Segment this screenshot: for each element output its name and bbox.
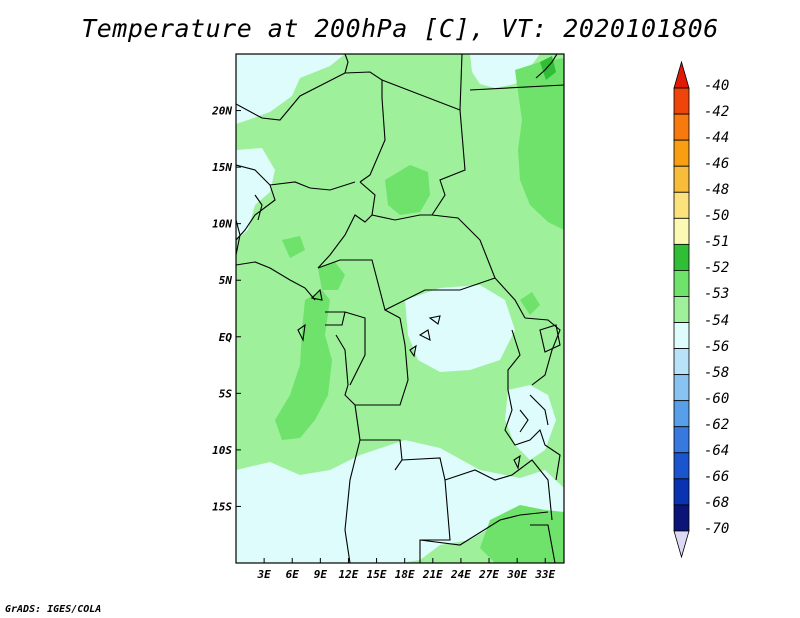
colorbar-label: -42 (704, 104, 730, 121)
field-region-52-coast (275, 290, 332, 440)
colorbar-label: -66 (704, 468, 730, 485)
colorbar-label: -70 (704, 520, 730, 537)
colorbar-label: -40 (704, 78, 730, 95)
field-region-52-cameroon (318, 262, 345, 290)
field-region-52-small-1 (282, 236, 305, 258)
colorbar-swatch (673, 217, 690, 245)
lat-tick-label: 10S (212, 444, 232, 457)
colorbar-label: -56 (704, 338, 730, 355)
lon-tick-label: 27E (478, 568, 499, 581)
field-region-52-small-2 (520, 292, 540, 315)
colorbar-swatch (673, 113, 690, 141)
lon-tick-label: 30E (506, 568, 527, 581)
lat-tick-label: 15N (212, 161, 232, 174)
colorbar-label: -58 (704, 364, 730, 381)
lon-tick-label: 21E (422, 568, 443, 581)
colorbar-swatch (673, 400, 690, 428)
lon-tick-label: 3E (256, 568, 271, 581)
colorbar-arrow-bottom (673, 530, 690, 559)
colorbar-label: -64 (704, 442, 730, 459)
colorbar-swatch (673, 374, 690, 402)
colorbar-label: -52 (704, 260, 730, 277)
chart-title: Temperature at 200hPa [C], VT: 202010180… (81, 14, 719, 43)
colorbar-label: -53 (704, 286, 730, 303)
colorbar-label: -51 (704, 234, 730, 251)
colorbar-swatch (673, 87, 690, 115)
field-region-54-northeast (470, 54, 540, 88)
colorbar-swatch (673, 322, 690, 349)
lon-tick-label: 9E (314, 568, 328, 581)
country-borders (236, 54, 564, 563)
lat-tick-label: 10N (212, 218, 232, 231)
colorbar-label: -48 (704, 182, 730, 199)
colorbar-label: -50 (704, 208, 730, 225)
lat-tick-label: 5S (219, 387, 233, 400)
lat-tick-label: 15S (212, 500, 232, 513)
colorbar-label: -54 (704, 312, 730, 329)
map-frame (235, 53, 565, 564)
field-region-54-south (236, 440, 564, 563)
colorbar-arrow-top (673, 60, 690, 89)
colorbar-swatch (673, 243, 690, 271)
colorbar-label: -60 (704, 390, 730, 407)
lon-tick-label: 15E (367, 568, 387, 581)
longitude-axis: 3E 6E 9E 12E 15E 18E 21E 24E 27E 30E 33E (256, 558, 556, 581)
colorbar-label: -62 (704, 416, 730, 433)
colorbar-label: -44 (704, 130, 730, 147)
colorbar (673, 60, 690, 559)
field-region-54-northwest (236, 54, 345, 124)
colorbar-swatch (673, 139, 690, 167)
field-region-54-west-coast (236, 148, 275, 240)
colorbar-label: -68 (704, 494, 730, 511)
colorbar-swatch (673, 270, 690, 297)
temperature-field (236, 54, 564, 563)
colorbar-swatch (673, 426, 690, 454)
lon-tick-label: 33E (534, 568, 555, 581)
lon-tick-label: 12E (339, 568, 359, 581)
lon-tick-label: 6E (286, 568, 300, 581)
colorbar-swatch (673, 296, 690, 323)
colorbar-swatch (673, 165, 690, 193)
grads-credit: GrADS: IGES/COLA (5, 604, 102, 615)
field-region-52-east (515, 58, 564, 230)
lat-tick-label: 20N (211, 105, 232, 118)
lon-tick-label: 24E (450, 568, 471, 581)
colorbar-swatch (673, 191, 690, 219)
lat-tick-label: 5N (219, 274, 233, 287)
lon-tick-label: 18E (395, 568, 415, 581)
colorbar-label: -46 (704, 156, 730, 173)
colorbar-swatch (673, 348, 690, 376)
latitude-axis: 20N 15N 10N 5N EQ 5S 10S 15S (211, 105, 241, 513)
colorbar-swatch (673, 478, 690, 506)
lat-tick-label: EQ (219, 331, 233, 344)
colorbar-swatch (673, 452, 690, 480)
field-region-54-congo (405, 285, 515, 372)
colorbar-swatch (673, 504, 690, 532)
field-region-52-chad (385, 165, 430, 215)
